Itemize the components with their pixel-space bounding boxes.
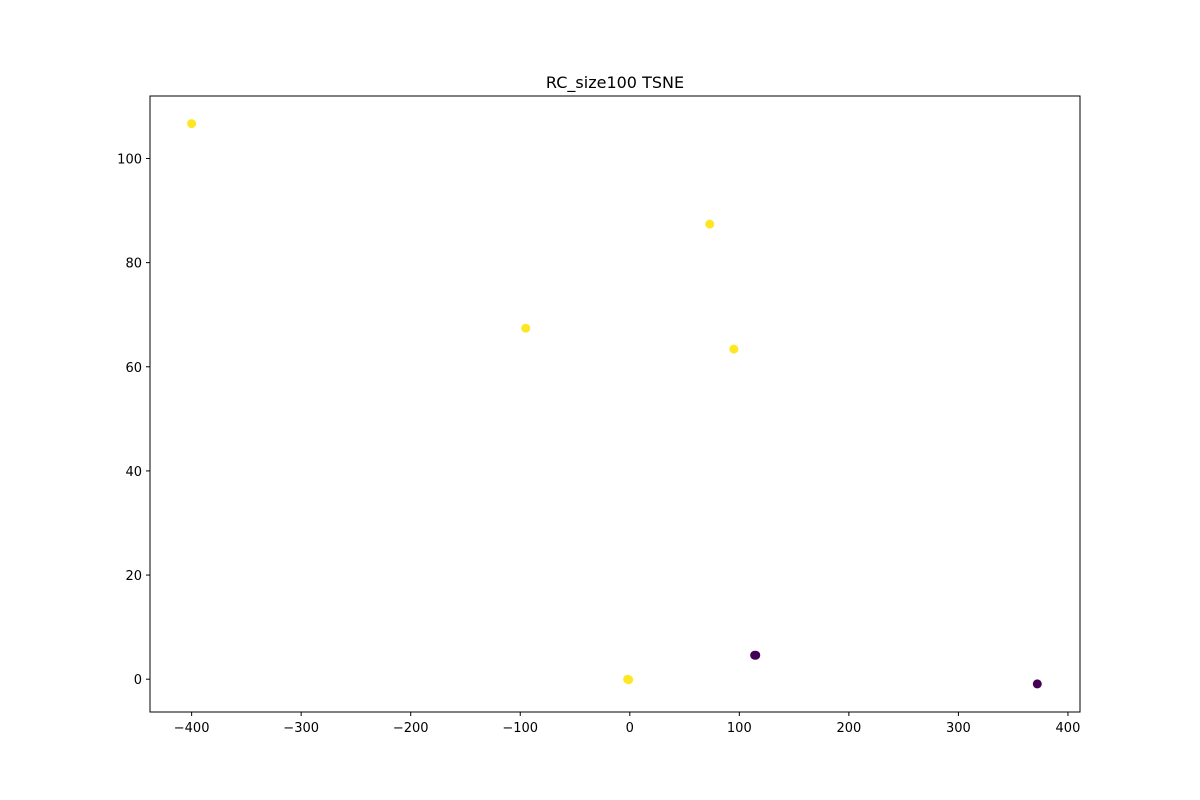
y-tick-label: 80	[125, 257, 142, 272]
x-tick-label: 400	[1056, 721, 1081, 736]
scatter-point	[705, 219, 715, 229]
x-tick-label: −200	[393, 721, 429, 736]
axes-frame	[149, 95, 1081, 713]
scatter-point	[729, 344, 739, 354]
y-tick-label: 100	[117, 152, 142, 167]
y-tick-label: 40	[125, 465, 142, 480]
chart-title: RC_size100 TSNE	[546, 73, 684, 93]
scatter-point	[1032, 679, 1042, 689]
x-tick-label: −300	[283, 721, 319, 736]
x-tick-label: −400	[174, 721, 210, 736]
x-tick-label: 300	[946, 721, 971, 736]
x-tick-label: −100	[502, 721, 538, 736]
x-tick-label: 0	[626, 721, 634, 736]
y-tick-label: 20	[125, 569, 142, 584]
scatter-point	[187, 119, 197, 129]
x-tick-label: 100	[727, 721, 752, 736]
scatter-point	[521, 323, 531, 333]
plot-area: −400 −300 −200 −100 0 100 200 300 400 0 20 40 60 80 10…	[117, 119, 1080, 736]
x-tick-label: 200	[836, 721, 861, 736]
y-tick-label: 0	[134, 673, 142, 688]
scatter-point	[624, 675, 634, 685]
y-tick-label: 60	[125, 361, 142, 376]
scatter-point	[751, 650, 761, 660]
